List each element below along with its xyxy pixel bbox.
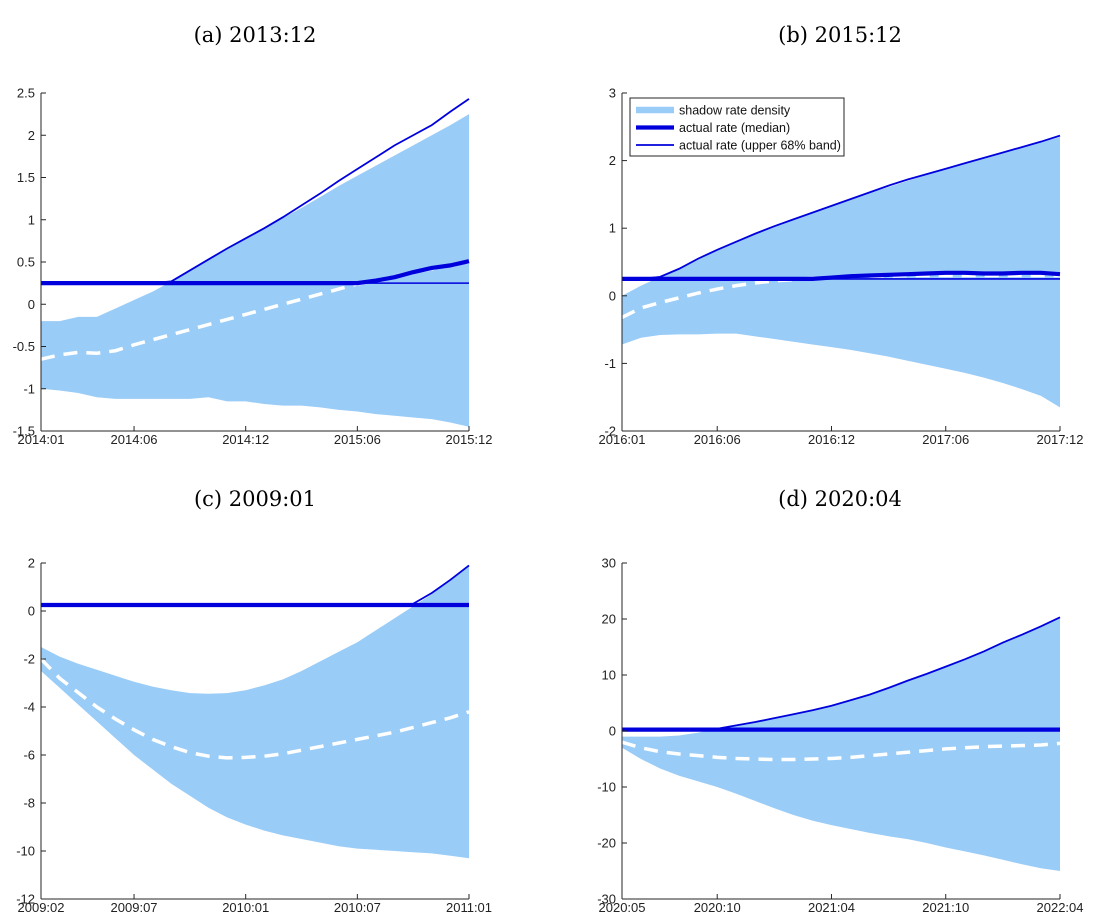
legend-entry-label: actual rate (median)	[679, 121, 790, 135]
y-tick-label: -1.5	[13, 424, 35, 439]
x-tick-label: 2021:04	[808, 900, 855, 915]
y-tick-label: 30	[602, 556, 616, 571]
y-tick-label: -10	[16, 844, 35, 859]
y-tick-label: 1	[609, 221, 616, 236]
y-tick-label: 20	[602, 612, 616, 627]
y-tick-label: -0.5	[13, 339, 35, 354]
y-tick-label: -20	[597, 836, 616, 851]
x-tick-label: 2022:04	[1037, 900, 1084, 915]
y-tick-label: -2	[23, 652, 35, 667]
chart-panel-d: (d) 2020:04 -30 -20 -10 0 10 20 30 2020:05 2020:1…	[597, 487, 1083, 915]
chart-title: (c) 2009:01	[194, 487, 316, 511]
x-tick-label: 2016:01	[599, 432, 646, 447]
y-tick-label: -6	[23, 748, 35, 763]
chart-title: (b) 2015:12	[778, 23, 902, 47]
y-tick-label: 0	[28, 297, 35, 312]
y-tick-label: 3	[609, 86, 616, 101]
x-tick-label: 2014:12	[222, 432, 269, 447]
x-tick-label: 2010:01	[222, 900, 269, 915]
y-tick-label: 1.5	[17, 170, 35, 185]
y-tick-label: 0	[28, 604, 35, 619]
y-tick-label: -1	[604, 356, 616, 371]
chart-legend: shadow rate density actual rate (median) a…	[629, 97, 845, 157]
x-tick-label: 2015:06	[334, 432, 381, 447]
chart-panel-b: (b) 2015:12 -2 -1 0 1 2 3 2016:01 2016:06 2016:12…	[599, 23, 1084, 447]
shadow-rate-median-dashed	[621, 740, 1061, 762]
y-tick-label: -30	[597, 892, 616, 907]
shadow-rate-median-dashed	[39, 657, 470, 760]
y-tick-label: 2.5	[17, 86, 35, 101]
actual-rate-median-line	[622, 270, 1061, 281]
chart-panel-c: (c) 2009:01 -12 -10 -8 -6 -4 -2 0 2 2009:02 2009:0…	[16, 487, 492, 915]
y-tick-label: -1	[23, 381, 35, 396]
y-tick-label: 2	[28, 556, 35, 571]
chart-panel-a: (a) 2013:12 -1.5 -1 -0.5 0 0.5 1 1.5 2 2.5 2014:01…	[13, 23, 493, 447]
y-tick-label: -2	[604, 424, 616, 439]
x-tick-label: 2009:02	[18, 900, 65, 915]
chart-title: (a) 2013:12	[194, 23, 317, 47]
y-tick-label: 0.5	[17, 255, 35, 270]
x-tick-label: 2021:10	[922, 900, 969, 915]
x-tick-label: 2010:07	[334, 900, 381, 915]
y-tick-label: 1	[28, 212, 35, 227]
x-tick-label: 2011:01	[446, 900, 492, 915]
shadow-rate-median-dashed	[40, 260, 470, 361]
legend-entry-label: actual rate (upper 68% band)	[679, 139, 841, 153]
y-tick-label: 10	[602, 668, 616, 683]
actual-rate-median-line	[41, 259, 470, 286]
x-tick-label: 2017:06	[922, 432, 969, 447]
x-tick-label: 2015:12	[446, 432, 493, 447]
actual-rate-upper-68-line	[622, 134, 1061, 280]
y-tick-label: 0	[609, 724, 616, 739]
x-tick-label: 2014:06	[111, 432, 158, 447]
x-tick-label: 2017:12	[1037, 432, 1084, 447]
y-tick-label: 2	[609, 153, 616, 168]
shadow-rate-density-band	[41, 565, 469, 859]
x-tick-label: 2016:12	[808, 432, 855, 447]
x-tick-label: 2016:06	[694, 432, 741, 447]
shadow-rate-density-band	[622, 617, 1060, 871]
y-tick-label: -4	[23, 700, 35, 715]
x-tick-label: 2009:07	[111, 900, 158, 915]
x-tick-label: 2020:05	[599, 900, 646, 915]
y-tick-label: -12	[16, 892, 35, 907]
actual-rate-upper-68-line	[41, 564, 470, 606]
shadow-rate-density-band	[41, 114, 469, 427]
y-tick-label: -8	[23, 796, 35, 811]
chart-title: (d) 2020:04	[778, 487, 902, 511]
y-tick-label: -10	[597, 780, 616, 795]
legend-entry-label: shadow rate density	[679, 104, 791, 118]
y-tick-label: 2	[28, 128, 35, 143]
x-tick-label: 2020:10	[694, 900, 741, 915]
y-tick-label: 0	[609, 288, 616, 303]
shadow-rate-density-band	[622, 136, 1060, 408]
x-tick-label: 2014:01	[18, 432, 65, 447]
